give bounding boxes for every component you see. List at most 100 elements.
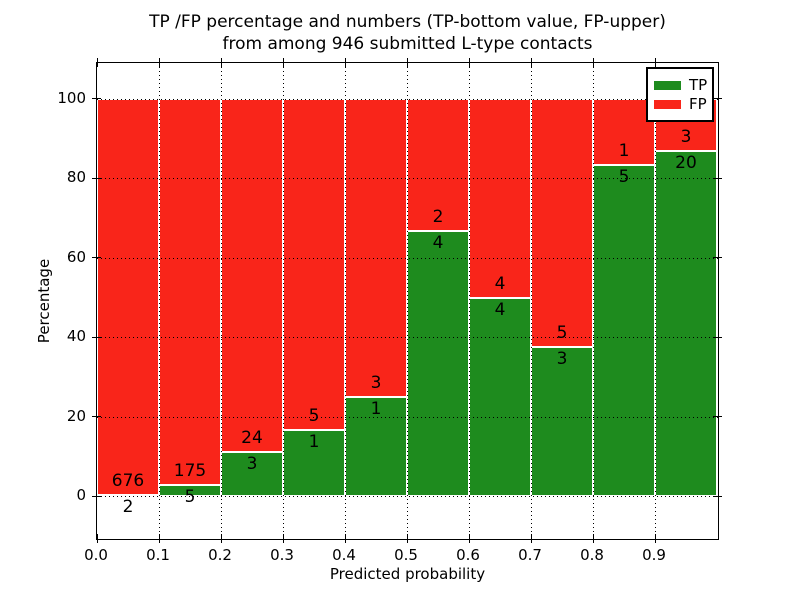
tp-count-label-5: 4 xyxy=(432,233,444,254)
fp-count-label-1: 175 xyxy=(173,461,207,482)
y-tick-left-100 xyxy=(92,98,101,100)
y-tick-label-0: 0 xyxy=(76,486,86,505)
x-tick-bottom-0.1 xyxy=(158,534,160,543)
fp-count-label-3: 5 xyxy=(308,406,320,426)
fp-count-label-8: 1 xyxy=(618,141,630,162)
fp-legend-label: FP xyxy=(689,95,707,113)
bar-segment-fp-1 xyxy=(159,98,221,486)
x-tick-top-0.8 xyxy=(592,58,594,67)
x-tick-bottom-0.7 xyxy=(530,534,532,543)
fp-count-label-5: 2 xyxy=(432,207,444,228)
y-tick-label-80: 80 xyxy=(66,168,86,187)
gridline-x0.6 xyxy=(469,63,470,539)
fp-count-label-9: 3 xyxy=(680,126,692,147)
x-tick-top-0.2 xyxy=(220,58,222,67)
y-tick-right-80 xyxy=(713,177,722,179)
fp-count-label-4: 3 xyxy=(370,372,382,393)
tp-legend-label: TP xyxy=(689,76,708,94)
x-tick-bottom-0.3 xyxy=(282,534,284,543)
fp-count-label-0: 676 xyxy=(111,471,145,492)
y-tick-label-40: 40 xyxy=(66,327,86,346)
fp-count-label-6: 4 xyxy=(494,273,506,294)
y-tick-left-60 xyxy=(92,257,101,259)
gridline-x0.5 xyxy=(407,63,408,539)
x-tick-top-0.1 xyxy=(158,58,160,67)
tp-count-label-3: 1 xyxy=(308,432,320,452)
gridline-x0.8 xyxy=(593,63,594,539)
bar-segment-fp-3 xyxy=(283,98,345,430)
gridline-x0.4 xyxy=(345,63,346,539)
fp-count-label-7: 5 xyxy=(556,323,568,344)
gridline-x0.9 xyxy=(655,63,656,539)
bar-segment-tp-5 xyxy=(407,231,469,497)
bar-segment-tp-4 xyxy=(345,396,407,497)
y-tick-label-100: 100 xyxy=(57,88,86,107)
y-tick-label-60: 60 xyxy=(66,247,86,266)
y-tick-left-0 xyxy=(92,495,101,497)
legend: TP FP xyxy=(646,67,714,122)
bar-segment-fp-6 xyxy=(469,98,531,298)
x-tick-bottom-0.5 xyxy=(406,534,408,543)
gridline-x0.1 xyxy=(159,63,160,539)
bar-segment-tp-6 xyxy=(469,297,531,497)
tp-count-label-7: 3 xyxy=(556,349,568,370)
x-tick-label-0.9: 0.9 xyxy=(642,546,666,564)
tp-count-label-4: 1 xyxy=(370,398,382,419)
bar-segment-fp-4 xyxy=(345,98,407,397)
y-tick-label-20: 20 xyxy=(66,406,86,425)
tp-count-label-9: 20 xyxy=(675,152,697,173)
bar-segment-fp-5 xyxy=(407,98,469,232)
x-tick-top-0.0 xyxy=(96,58,98,67)
x-tick-label-0.0: 0.0 xyxy=(84,546,108,564)
x-tick-bottom-0.8 xyxy=(592,534,594,543)
gridline-x0.7 xyxy=(531,63,532,539)
x-tick-bottom-0.0 xyxy=(96,534,98,543)
tp-count-label-0: 2 xyxy=(122,497,134,518)
gridline-x0.3 xyxy=(283,63,284,539)
bar-segment-tp-3 xyxy=(283,430,345,497)
y-tick-right-100 xyxy=(713,98,722,100)
y-tick-right-20 xyxy=(713,416,722,418)
bar-segment-fp-2 xyxy=(221,98,283,453)
x-tick-label-0.3: 0.3 xyxy=(270,546,294,564)
chart-title-line1: TP /FP percentage and numbers (TP-bottom… xyxy=(149,12,666,32)
y-tick-right-60 xyxy=(713,257,722,259)
tp-count-label-8: 5 xyxy=(618,167,630,188)
x-tick-label-0.4: 0.4 xyxy=(332,546,356,564)
fp-legend-swatch xyxy=(654,99,681,109)
chart-title-line2: from among 946 submitted L-type contacts xyxy=(222,34,593,54)
x-tick-bottom-0.6 xyxy=(468,534,470,543)
x-tick-top-0.4 xyxy=(344,58,346,67)
y-tick-left-80 xyxy=(92,177,101,179)
x-tick-top-0.5 xyxy=(406,58,408,67)
bar-segment-tp-7 xyxy=(531,347,593,497)
x-tick-label-0.1: 0.1 xyxy=(146,546,170,564)
x-tick-bottom-0.9 xyxy=(654,534,656,543)
bar-segment-tp-2 xyxy=(221,452,283,497)
gridline-x0.2 xyxy=(221,63,222,539)
y-tick-right-0 xyxy=(713,495,722,497)
x-tick-label-0.6: 0.6 xyxy=(456,546,480,564)
tp-count-label-2: 3 xyxy=(246,454,258,475)
y-axis-label: Percentage xyxy=(35,258,53,344)
legend-row-tp: TP xyxy=(654,76,708,94)
bar-segment-fp-0 xyxy=(97,98,159,496)
fp-count-label-2: 24 xyxy=(241,428,263,449)
tp-count-label-1: 5 xyxy=(184,487,196,508)
y-tick-left-40 xyxy=(92,336,101,338)
x-tick-bottom-0.2 xyxy=(220,534,222,543)
x-tick-bottom-0.4 xyxy=(344,534,346,543)
plot-area: 676 2 175 5 24 3 5 1 3 1 2 4 4 4 5 3 1 5 3 20 xyxy=(92,58,722,543)
tp-count-label-6: 4 xyxy=(494,299,506,320)
bar-segment-tp-8 xyxy=(593,165,655,497)
bar-segment-fp-7 xyxy=(531,98,593,348)
x-tick-label-0.5: 0.5 xyxy=(394,546,418,564)
legend-row-fp: FP xyxy=(654,95,707,113)
x-tick-top-0.6 xyxy=(468,58,470,67)
y-tick-right-40 xyxy=(713,336,722,338)
x-tick-top-0.3 xyxy=(282,58,284,67)
y-tick-left-20 xyxy=(92,416,101,418)
tp-legend-swatch xyxy=(654,80,681,90)
x-axis-label: Predicted probability xyxy=(329,565,486,583)
